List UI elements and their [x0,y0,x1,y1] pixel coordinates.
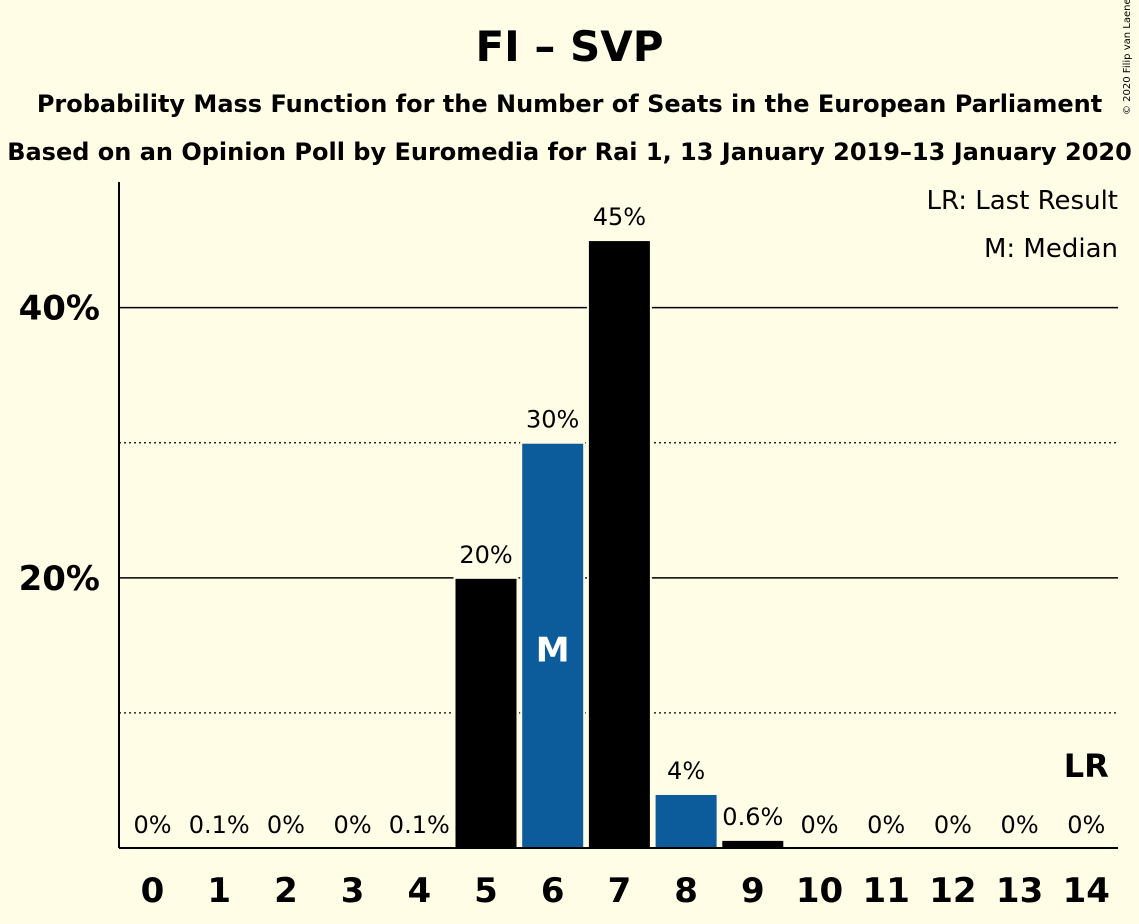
x-tick-label: 3 [341,871,365,911]
x-tick-label: 4 [407,871,431,911]
bar-value-labels: 0% 0.1% 0% 0% 0.1% 20% 30% 45% 4% 0.6% 0% 0% 0% 0% 0% M… [133,203,1108,839]
bar-seat-9 [720,838,786,850]
x-tick-label: 6 [541,871,565,911]
bar-value-label: 0% [1067,811,1105,839]
legend-median: M: Median [984,234,1118,264]
x-tick-label: 5 [474,871,498,911]
bar-value-label: 0.6% [722,803,783,831]
bar-seat-5 [453,576,519,849]
x-tick-label: 1 [207,871,231,911]
chart-source: Based on an Opinion Poll by Euromedia fo… [7,138,1132,166]
bar-value-label: 0% [334,811,372,839]
x-tick-label: 10 [796,871,843,911]
bar-value-label: 0% [267,811,305,839]
x-tick-label: 14 [1063,871,1110,911]
bar-seat-8 [653,792,719,850]
x-tick-label: 7 [608,871,632,911]
median-marker: M [536,630,570,670]
y-tick-label: 20% [19,559,100,599]
bar-value-label: 45% [593,203,646,231]
x-tick-label: 9 [741,871,765,911]
x-tick-label: 8 [674,871,698,911]
bar-value-label: 0.1% [189,811,250,839]
x-tick-label: 12 [929,871,976,911]
chart-subtitle: Probability Mass Function for the Number… [36,90,1103,118]
chart-title: FI – SVP [475,22,664,71]
bar-seat-6 [520,441,586,849]
bar-value-label: 0% [934,811,972,839]
y-tick-label: 40% [19,289,100,329]
legend-last-result: LR: Last Result [926,186,1118,216]
bar-value-label: 0% [133,811,171,839]
x-tick-label: 13 [996,871,1043,911]
bar-value-label: 0% [800,811,838,839]
x-tick-label: 2 [274,871,298,911]
x-tick-label: 0 [141,871,165,911]
bar-value-label: 30% [526,406,579,434]
bar-value-label: 0% [867,811,905,839]
bar-value-label: 0% [1001,811,1039,839]
bar-value-label: 4% [667,757,705,785]
x-tick-label: 11 [863,871,910,911]
bar-value-label: 20% [459,541,512,569]
last-result-marker: LR [1064,747,1109,785]
bars [186,239,786,850]
bar-seat-7 [586,239,652,850]
axes: 20%40%0 1 2 3 4 5 6 7 8 9 10 11 12 13 14 [19,182,1118,911]
bar-value-label: 0.1% [389,811,450,839]
